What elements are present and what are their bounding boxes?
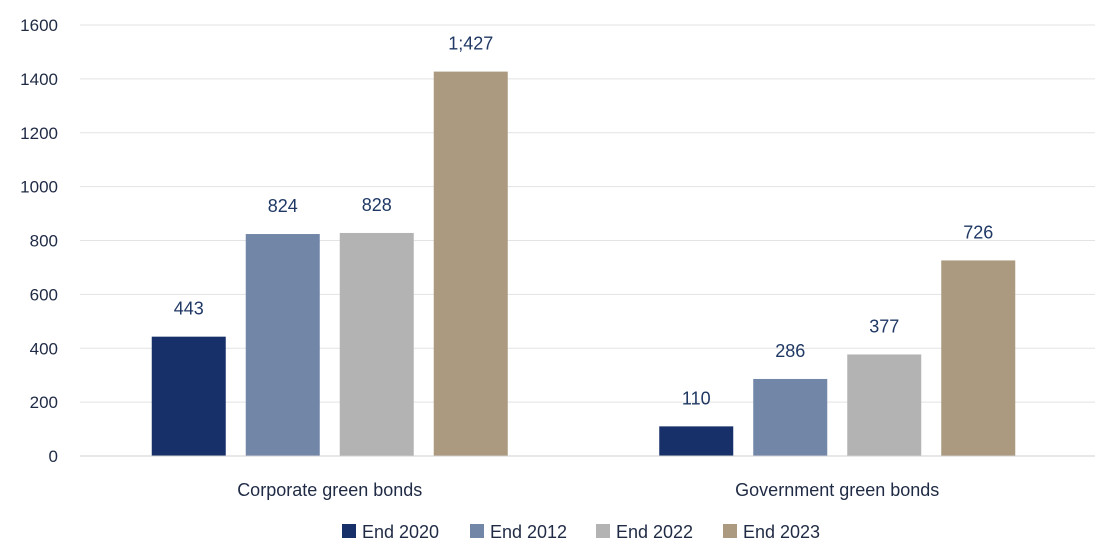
y-tick-label: 600 (30, 285, 58, 304)
legend: End 2020 End 2012 End 2022 End 2023 (342, 522, 820, 542)
bar (245, 234, 320, 456)
legend-swatch (723, 524, 737, 538)
data-label: 1;427 (448, 34, 493, 54)
y-axis-ticks: 0 200 400 600 800 1000 1200 1400 1600 (20, 16, 58, 466)
data-label: 286 (775, 341, 805, 361)
y-tick-label: 1400 (20, 70, 58, 89)
y-tick-label: 200 (30, 393, 58, 412)
x-axis-categories: Corporate green bonds Government green bo… (237, 480, 939, 500)
legend-label: End 2020 (362, 522, 439, 542)
data-labels: 443 824 828 1;427 110 286 377 726 (174, 34, 994, 409)
legend-label: End 2022 (616, 522, 693, 542)
data-label: 443 (174, 299, 204, 319)
bar (339, 232, 414, 456)
bar (941, 260, 1016, 456)
legend-swatch (470, 524, 484, 538)
y-tick-label: 1000 (20, 178, 58, 197)
x-category-label: Corporate green bonds (237, 480, 422, 500)
legend-swatch (596, 524, 610, 538)
bar (433, 71, 508, 457)
bar (659, 426, 734, 456)
bar (753, 378, 828, 456)
x-category-label: Government green bonds (735, 480, 939, 500)
y-tick-label: 400 (30, 339, 58, 358)
y-tick-label: 1600 (20, 16, 58, 35)
data-label: 824 (268, 196, 298, 216)
y-tick-label: 800 (30, 232, 58, 251)
data-label: 828 (362, 195, 392, 215)
data-label: 110 (682, 388, 711, 408)
y-tick-label: 1200 (20, 124, 58, 143)
bar (151, 336, 226, 456)
legend-label: End 2023 (743, 522, 820, 542)
legend-label: End 2012 (490, 522, 567, 542)
bars (151, 71, 1016, 457)
data-label: 377 (869, 316, 899, 336)
bar (847, 354, 922, 456)
legend-swatch (342, 524, 356, 538)
data-label: 726 (963, 222, 993, 242)
y-tick-label: 0 (49, 447, 58, 466)
